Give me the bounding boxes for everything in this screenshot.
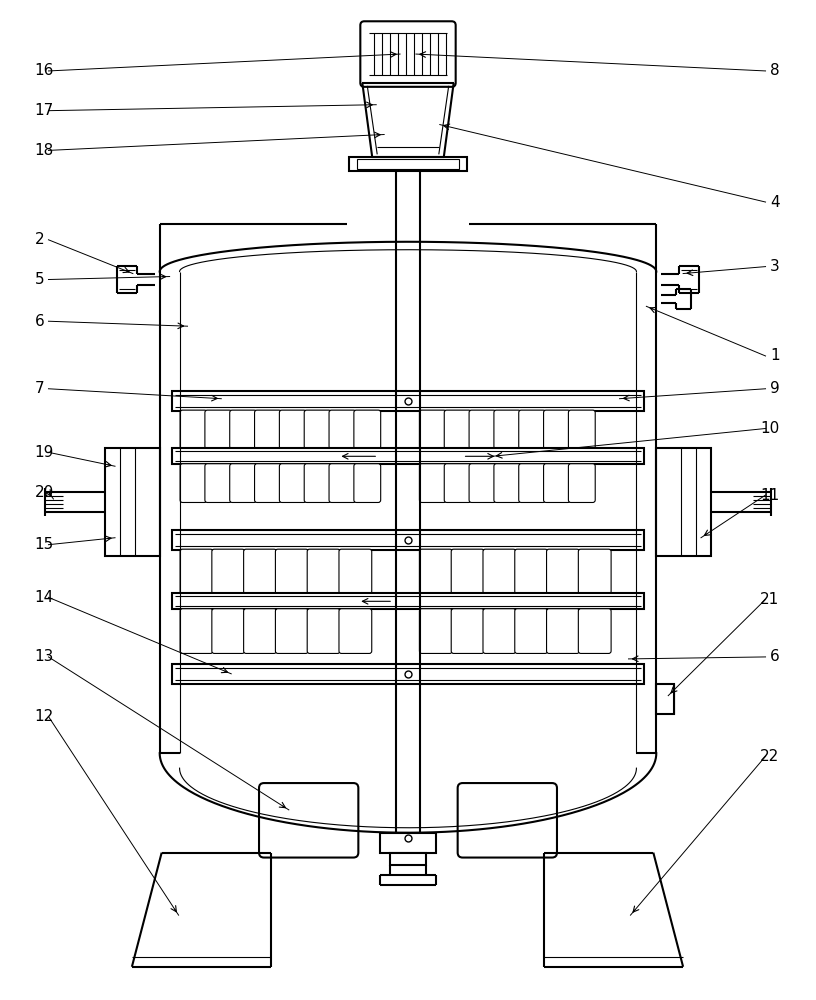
Text: 9: 9	[769, 381, 779, 396]
FancyBboxPatch shape	[244, 609, 277, 653]
FancyBboxPatch shape	[458, 783, 557, 858]
Bar	[357, 159, 459, 169]
FancyBboxPatch shape	[180, 464, 207, 502]
FancyBboxPatch shape	[543, 410, 570, 449]
FancyBboxPatch shape	[579, 549, 611, 594]
FancyBboxPatch shape	[547, 549, 579, 594]
FancyBboxPatch shape	[279, 464, 306, 502]
FancyBboxPatch shape	[180, 609, 213, 653]
FancyBboxPatch shape	[339, 549, 372, 594]
FancyBboxPatch shape	[180, 549, 213, 594]
FancyBboxPatch shape	[361, 21, 455, 87]
Text: 4: 4	[769, 195, 779, 210]
FancyBboxPatch shape	[276, 549, 308, 594]
Text: 16: 16	[34, 63, 54, 78]
FancyBboxPatch shape	[329, 464, 356, 502]
FancyBboxPatch shape	[494, 464, 521, 502]
Bar	[171, 593, 645, 609]
FancyBboxPatch shape	[259, 783, 358, 858]
Text: 18: 18	[34, 143, 54, 158]
Bar	[390, 853, 426, 865]
FancyBboxPatch shape	[515, 549, 548, 594]
FancyBboxPatch shape	[354, 464, 381, 502]
Text: 8: 8	[769, 63, 779, 78]
FancyBboxPatch shape	[444, 410, 471, 449]
FancyBboxPatch shape	[205, 464, 232, 502]
Text: 1: 1	[769, 348, 779, 363]
FancyBboxPatch shape	[469, 410, 496, 449]
FancyBboxPatch shape	[255, 464, 282, 502]
FancyBboxPatch shape	[547, 609, 579, 653]
Bar	[656, 448, 711, 556]
FancyBboxPatch shape	[304, 464, 331, 502]
Text: 2: 2	[34, 232, 44, 247]
Text: 3: 3	[769, 259, 779, 274]
Text: 10: 10	[761, 421, 779, 436]
Bar	[380, 833, 436, 853]
FancyBboxPatch shape	[569, 464, 595, 502]
FancyBboxPatch shape	[543, 464, 570, 502]
FancyBboxPatch shape	[230, 410, 256, 449]
Text: 21: 21	[761, 592, 779, 607]
FancyBboxPatch shape	[519, 410, 546, 449]
Text: 5: 5	[34, 272, 44, 287]
Bar	[171, 530, 645, 550]
Text: 17: 17	[34, 103, 54, 118]
FancyBboxPatch shape	[276, 609, 308, 653]
Text: 20: 20	[34, 485, 54, 500]
Bar	[171, 664, 645, 684]
FancyBboxPatch shape	[180, 410, 207, 449]
FancyBboxPatch shape	[419, 410, 446, 449]
FancyBboxPatch shape	[483, 609, 516, 653]
Bar	[105, 448, 160, 556]
FancyBboxPatch shape	[304, 410, 331, 449]
Bar	[656, 684, 674, 714]
FancyBboxPatch shape	[519, 464, 546, 502]
FancyBboxPatch shape	[205, 410, 232, 449]
FancyBboxPatch shape	[230, 464, 256, 502]
Text: 12: 12	[34, 709, 54, 724]
Text: 15: 15	[34, 537, 54, 552]
FancyBboxPatch shape	[451, 549, 484, 594]
FancyBboxPatch shape	[212, 549, 245, 594]
FancyBboxPatch shape	[255, 410, 282, 449]
FancyBboxPatch shape	[444, 464, 471, 502]
Text: 13: 13	[34, 649, 54, 664]
Text: 6: 6	[34, 314, 44, 329]
Text: 6: 6	[769, 649, 779, 664]
FancyBboxPatch shape	[483, 549, 516, 594]
FancyBboxPatch shape	[451, 609, 484, 653]
FancyBboxPatch shape	[354, 410, 381, 449]
FancyBboxPatch shape	[307, 609, 340, 653]
FancyBboxPatch shape	[212, 609, 245, 653]
Bar	[171, 448, 645, 464]
FancyBboxPatch shape	[469, 464, 496, 502]
Text: 7: 7	[34, 381, 44, 396]
FancyBboxPatch shape	[339, 609, 372, 653]
FancyBboxPatch shape	[329, 410, 356, 449]
FancyBboxPatch shape	[569, 410, 595, 449]
FancyBboxPatch shape	[419, 609, 452, 653]
Bar	[171, 391, 645, 411]
Text: 22: 22	[761, 749, 779, 764]
Text: 11: 11	[761, 488, 779, 503]
FancyBboxPatch shape	[419, 464, 446, 502]
FancyBboxPatch shape	[494, 410, 521, 449]
FancyBboxPatch shape	[579, 609, 611, 653]
FancyBboxPatch shape	[419, 549, 452, 594]
FancyBboxPatch shape	[279, 410, 306, 449]
FancyBboxPatch shape	[515, 609, 548, 653]
Bar	[349, 157, 467, 171]
FancyBboxPatch shape	[307, 549, 340, 594]
Text: 14: 14	[34, 590, 54, 605]
Text: 19: 19	[34, 445, 54, 460]
FancyBboxPatch shape	[244, 549, 277, 594]
